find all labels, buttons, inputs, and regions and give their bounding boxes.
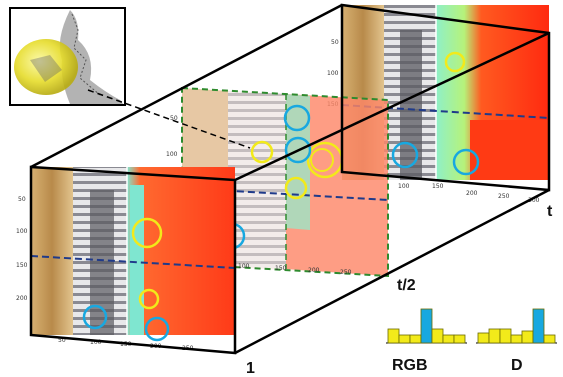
- front-y-tick-3: 150: [16, 262, 28, 269]
- front-frame-depth-person: [130, 185, 144, 335]
- middle-x-tick-2: 150: [275, 265, 287, 272]
- middle-frame-yellow-circle-1: [250, 140, 274, 164]
- back-frame-blue-circle-depth: [452, 148, 480, 176]
- depth-histogram-bar: [532, 308, 545, 344]
- front-frame-blue-circle-rgb: [82, 304, 108, 330]
- back-x-tick-5: 300: [528, 197, 540, 204]
- time-mid-label: t/2: [397, 277, 416, 294]
- middle-frame-yellow-circle-3: [310, 148, 334, 172]
- front-frame-blue-circle-depth: [144, 316, 170, 342]
- front-x-tick-1: 50: [58, 337, 66, 344]
- rgb-histogram-bar: [398, 334, 411, 344]
- back-frame: 50 100 150 100 150 200 250 300: [327, 5, 550, 204]
- rgb-histogram: [386, 308, 467, 344]
- front-frame-curtain: [31, 167, 73, 335]
- middle-frame-yellow-circle-4: [284, 176, 308, 200]
- depth-histogram-bar: [499, 328, 512, 344]
- back-frame-yellow-circle: [444, 51, 466, 73]
- depth-histogram-bar: [477, 332, 490, 344]
- depth-histogram: [476, 308, 557, 344]
- middle-frame-border: [181, 86, 389, 278]
- inset-panel: [9, 7, 251, 149]
- back-frame-blue-circle-rgb: [391, 141, 419, 169]
- back-x-tick-3: 200: [466, 190, 478, 197]
- middle-frame-depth-map: [286, 94, 388, 276]
- rgb-histogram-label: RGB: [392, 357, 428, 374]
- front-y-tick-4: 200: [16, 295, 28, 302]
- front-frame-yellow-circle-1: [131, 217, 163, 249]
- back-frame-depth-floor: [470, 120, 549, 180]
- rgb-histogram-bar: [409, 334, 422, 344]
- back-x-tick-1: 100: [398, 183, 410, 190]
- front-frame-person: [90, 190, 114, 335]
- back-x-tick-2: 150: [432, 183, 444, 190]
- back-y-tick-2: 100: [327, 70, 339, 77]
- volume-box-edges: [29, 3, 551, 355]
- middle-frame-blinds: [228, 91, 286, 269]
- middle-x-tick-3: 200: [308, 267, 320, 274]
- rgb-histogram-bar: [431, 328, 444, 344]
- back-y-tick-1: 50: [331, 39, 339, 46]
- person-point-cloud-with-yellow-sphere-icon: [14, 10, 123, 104]
- front-y-tick-1: 50: [18, 196, 26, 203]
- depth-histogram-bar: [488, 328, 501, 344]
- middle-y-tick-2: 100: [166, 151, 178, 158]
- depth-histogram-bar: [510, 334, 523, 344]
- rgb-histogram-bar: [420, 308, 433, 344]
- back-x-tick-4: 250: [498, 193, 510, 200]
- rgb-histogram-bar: [442, 334, 455, 344]
- front-frame-dashed-line: [30, 255, 236, 269]
- box-edge-bottom-right: [234, 188, 550, 355]
- time-start-label: 1: [246, 360, 255, 377]
- front-frame-yellow-circle-2: [138, 288, 160, 310]
- depth-histogram-bar: [543, 334, 556, 344]
- front-frame: 50 100 150 200 50 100 150 200 250: [16, 167, 236, 352]
- depth-histogram-label: D: [511, 357, 523, 374]
- middle-x-tick-1: 100: [238, 263, 250, 270]
- middle-frame-blue-circle-2: [284, 136, 312, 164]
- front-x-tick-2: 100: [90, 339, 102, 346]
- inset-pointer-line: [87, 89, 251, 149]
- depth-histogram-bar: [521, 330, 534, 344]
- rgb-histogram-bar: [387, 328, 400, 344]
- middle-y-tick-1: 50: [170, 115, 178, 122]
- middle-frame-blue-circle-1: [283, 104, 311, 132]
- rgb-histogram-bar: [453, 334, 466, 344]
- box-edge-top-left: [30, 3, 343, 169]
- middle-x-tick-4: 250: [340, 269, 352, 276]
- time-end-label: t: [547, 203, 553, 220]
- box-edge-top-right: [234, 31, 550, 182]
- back-frame-person: [400, 30, 422, 180]
- front-y-tick-2: 100: [16, 228, 28, 235]
